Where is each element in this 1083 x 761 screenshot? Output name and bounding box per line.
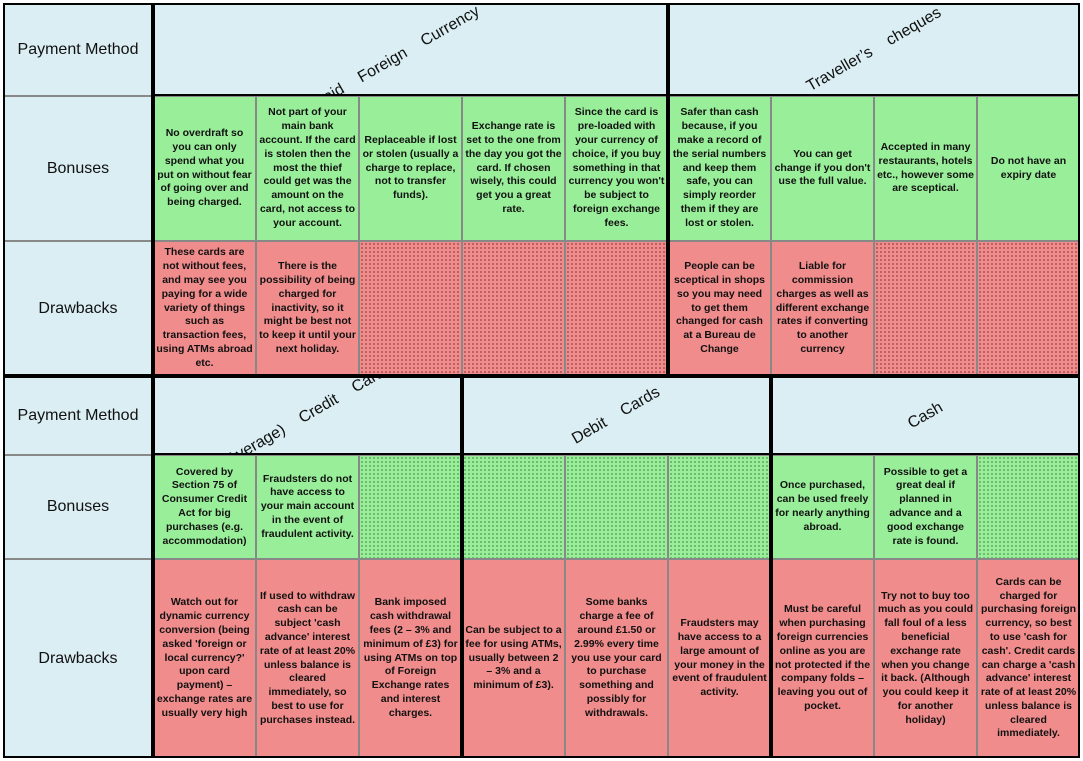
cell-text: Possible to get a great deal if planned …: [883, 465, 968, 547]
cell-text: Prepaid Foreign Currency Card: [291, 3, 529, 96]
bonus-cell: Covered by Section 75 of Consumer Credit…: [153, 455, 256, 559]
drawback-cell: Can be subject to a fee for using ATMs, …: [462, 559, 565, 758]
cell-text: Cards can be charged for purchasing fore…: [980, 575, 1077, 740]
bonus-cell: Accepted in many restaurants, hotels etc…: [874, 96, 977, 241]
cell-text: Fraudsters may have access to a large am…: [672, 617, 767, 699]
cell-text: Accepted in many restaurants, hotels etc…: [877, 140, 974, 195]
empty-cell: [668, 455, 771, 559]
cell-text: Cash: [904, 398, 946, 432]
cell-text: Not part of your main bank account. If t…: [259, 106, 356, 229]
drawback-cell: Fraudsters may have access to a large am…: [668, 559, 771, 758]
drawback-cell: If used to withdraw cash can be subject …: [256, 559, 359, 758]
cell-text: Bonuses: [46, 159, 110, 177]
drawback-cell: Try not to buy too much as you could fal…: [874, 559, 977, 758]
row-label: Payment Method: [3, 376, 153, 455]
drawback-cell: These cards are not without fees, and ma…: [153, 241, 256, 376]
cell-text: Once purchased, can be used freely for n…: [775, 479, 870, 533]
row-label: Drawbacks: [3, 559, 153, 758]
cell-text: Fraudsters do not have access to your ma…: [260, 472, 355, 540]
bonus-cell: Safer than cash because, if you make a r…: [668, 96, 771, 241]
drawback-cell: Bank imposed cash withdrawal fees (2 – 3…: [359, 559, 462, 758]
cell-text: No overdraft so you can only spend what …: [157, 127, 252, 209]
bonus-cell: Replaceable if lost or stolen (usually a…: [359, 96, 462, 241]
cell-text: These cards are not without fees, and ma…: [156, 246, 253, 369]
cell-text: Replaceable if lost or stolen (usually a…: [362, 134, 459, 202]
cell-text: There is the possibility of being charge…: [259, 260, 356, 355]
cell-text: You can get change if you don't use the …: [774, 147, 871, 188]
cell-text: Safer than cash because, if you make a r…: [672, 106, 767, 229]
cell-text: Traveller’s cheques: [803, 3, 945, 95]
cell-text: Some banks charge a fee of around £1.50 …: [571, 596, 662, 719]
bonus-cell: No overdraft so you can only spend what …: [153, 96, 256, 241]
empty-cell: [977, 241, 1080, 376]
cell-text: People can be sceptical in shops so you …: [673, 260, 766, 355]
cell-text: Payment Method: [17, 40, 139, 58]
cell-text: Payment Method: [17, 406, 139, 424]
bonus-cell: You can get change if you don't use the …: [771, 96, 874, 241]
drawback-cell: People can be sceptical in shops so you …: [668, 241, 771, 376]
row-label: Payment Method: [3, 3, 153, 96]
cell-text: Drawbacks: [38, 299, 118, 317]
bonus-cell: Possible to get a great deal if planned …: [874, 455, 977, 559]
cell-text: Bank imposed cash withdrawal fees (2 – 3…: [363, 596, 458, 719]
cell-text: Must be careful when purchasing foreign …: [774, 603, 871, 712]
bonus-cell: Once purchased, can be used freely for n…: [771, 455, 874, 559]
cell-text: Watch out for dynamic currency conversio…: [156, 596, 253, 719]
drawback-cell: There is the possibility of being charge…: [256, 241, 359, 376]
cell-text: Drawbacks: [38, 649, 118, 667]
method-header: Debit Cards: [462, 376, 771, 455]
row-label: Drawbacks: [3, 241, 153, 376]
cell-text: Try not to buy too much as you could fal…: [877, 589, 974, 726]
drawback-cell: Watch out for dynamic currency conversio…: [153, 559, 256, 758]
empty-cell: [462, 241, 565, 376]
bonus-cell: Exchange rate is set to the one from the…: [462, 96, 565, 241]
method-header: Prepaid Foreign Currency Card: [153, 3, 668, 96]
bonus-cell: Not part of your main bank account. If t…: [256, 96, 359, 241]
cell-text: Covered by Section 75 of Consumer Credit…: [161, 465, 248, 547]
bonus-cell: Since the card is pre-loaded with your c…: [565, 96, 668, 241]
cell-text: Do not have an expiry date: [990, 154, 1067, 181]
row-label: Bonuses: [3, 96, 153, 241]
method-header: Cash: [771, 376, 1080, 455]
empty-cell: [977, 455, 1080, 559]
drawback-cell: Cards can be charged for purchasing fore…: [977, 559, 1080, 758]
cell-text: (Average) Credit Cards: [219, 376, 395, 455]
method-header: Traveller’s cheques: [668, 3, 1080, 96]
empty-cell: [359, 455, 462, 559]
empty-cell: [565, 455, 668, 559]
bonus-cell: Fraudsters do not have access to your ma…: [256, 455, 359, 559]
cell-text: Can be subject to a fee for using ATMs, …: [465, 624, 562, 692]
empty-cell: [874, 241, 977, 376]
cell-text: Debit Cards: [569, 383, 664, 448]
drawback-cell: Liable for commission charges as well as…: [771, 241, 874, 376]
cell-text: Exchange rate is set to the one from the…: [465, 120, 562, 215]
cell-text: Since the card is pre-loaded with your c…: [568, 106, 665, 229]
cell-text: Bonuses: [46, 498, 110, 515]
empty-cell: [565, 241, 668, 376]
cell-text: If used to withdraw cash can be subject …: [259, 589, 356, 726]
cell-text: Liable for commission charges as well as…: [775, 260, 870, 355]
drawback-cell: Must be careful when purchasing foreign …: [771, 559, 874, 758]
method-header: (Average) Credit Cards: [153, 376, 462, 455]
drawback-cell: Some banks charge a fee of around £1.50 …: [565, 559, 668, 758]
empty-cell: [359, 241, 462, 376]
row-label: Bonuses: [3, 455, 153, 559]
empty-cell: [462, 455, 565, 559]
bonus-cell: Do not have an expiry date: [977, 96, 1080, 241]
